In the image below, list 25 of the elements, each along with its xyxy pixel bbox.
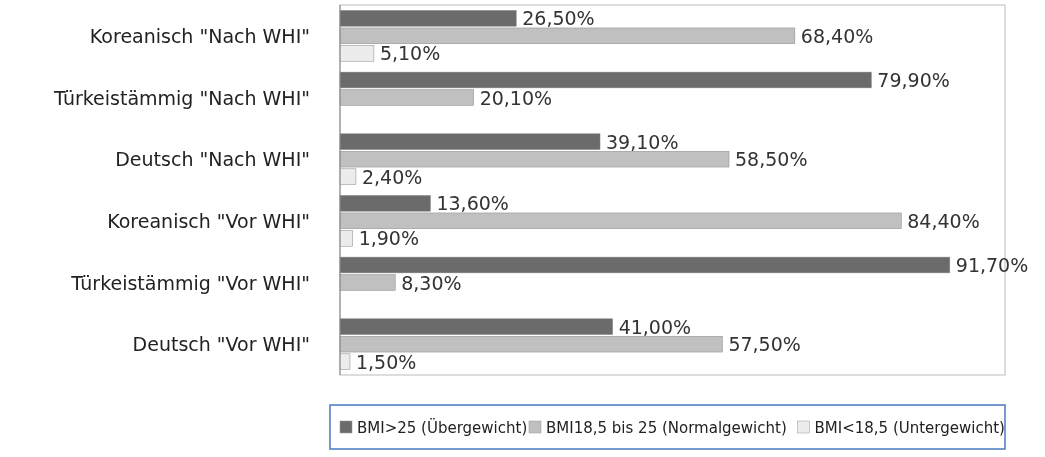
data-label: 84,40% <box>907 209 980 232</box>
data-label: 26,50% <box>522 7 595 30</box>
y-tick-label: Koreanisch "Nach WHI" <box>89 24 310 47</box>
data-label: 58,50% <box>735 148 808 171</box>
data-label: 2,40% <box>361 165 423 188</box>
legend-label: BMI<18,5 (Untergewicht) <box>814 419 1005 437</box>
y-tick-label: Deutsch "Vor WHI" <box>132 333 310 356</box>
data-label: 1,50% <box>355 350 417 373</box>
legend-label: BMI>25 (Übergewicht) <box>357 418 528 437</box>
y-tick-label: Türkeistämmig "Vor WHI" <box>70 271 310 294</box>
data-label: 91,70% <box>955 253 1029 276</box>
data-label: 1,90% <box>358 227 419 250</box>
data-label: 5,10% <box>379 42 441 65</box>
data-label: 68,40% <box>800 24 874 47</box>
data-label: 20,10% <box>479 86 553 109</box>
y-tick-label: Koreanisch "Vor WHI" <box>107 209 310 232</box>
data-label: 13,60% <box>436 192 509 215</box>
y-tick-label: Türkeistämmig "Nach WHI" <box>52 86 310 109</box>
data-label: 79,90% <box>877 68 950 91</box>
legend-label: BMI18,5 bis 25 (Normalgewicht) <box>546 419 787 437</box>
data-label: 41,00% <box>618 315 692 338</box>
data-label: 39,10% <box>606 130 679 153</box>
data-label: 57,50% <box>728 333 801 356</box>
y-tick-label: Deutsch "Nach WHI" <box>115 148 310 171</box>
data-label: 8,30% <box>401 271 462 294</box>
